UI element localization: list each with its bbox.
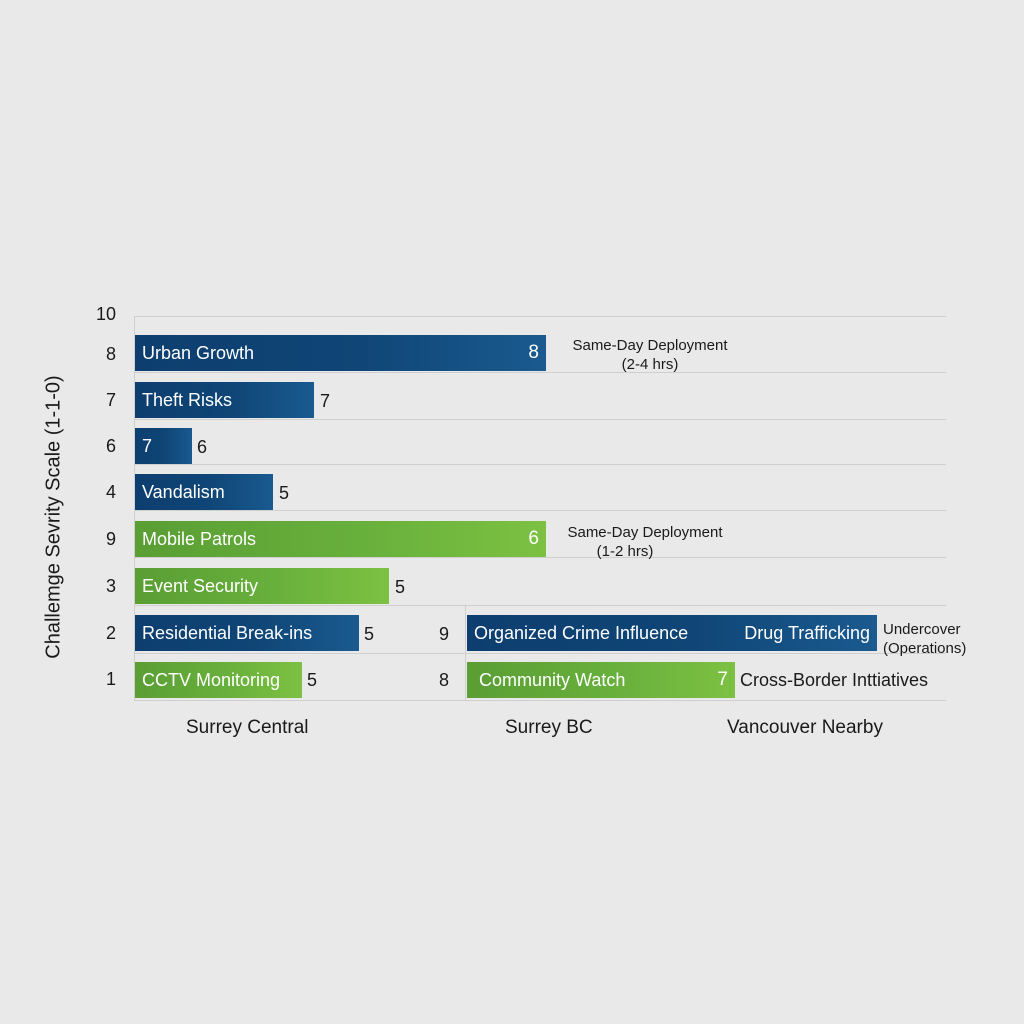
gridline — [134, 557, 946, 558]
y-tick: 7 — [105, 390, 116, 410]
bar-value: 5 — [364, 624, 375, 644]
y-tick: 3 — [105, 576, 116, 596]
bar-mobile-patrols[interactable]: Mobile Patrols 6 — [135, 521, 546, 557]
bar-secondary-label: Drug Trafficking — [744, 622, 870, 643]
gridline — [134, 605, 946, 606]
bar-label: Urban Growth — [142, 342, 255, 363]
bar-value: 5 — [307, 670, 318, 690]
annotation-line: Same-Day Deployment — [567, 524, 723, 541]
annotation-mobile-patrols: Same-Day Deployment (1-2 hrs) — [550, 523, 740, 561]
y-tick: 6 — [105, 436, 116, 456]
bar-organized-crime[interactable]: Organized Crime Influence Drug Trafficki… — [467, 615, 877, 651]
bar-value: 8 — [528, 342, 539, 363]
x-category: Vancouver Nearby — [727, 717, 883, 738]
annotation-community-watch: Cross-Border Inttiatives — [740, 670, 929, 690]
bar-label: Mobile Patrols — [142, 528, 257, 549]
y-tick: 9 — [105, 529, 116, 549]
bar-value: 6 — [528, 528, 539, 549]
bar-value: 9 — [439, 624, 450, 644]
bar-event-security[interactable]: Event Security — [135, 568, 389, 604]
gridline — [134, 419, 946, 420]
bar-value: 5 — [279, 483, 290, 503]
x-category: Surrey Central — [186, 717, 309, 738]
annotation-urban-growth: Same-Day Deployment (2-4 hrs) — [555, 336, 745, 374]
gridline — [134, 372, 946, 373]
gridline — [134, 316, 946, 317]
bar-value: 8 — [439, 670, 450, 690]
bar-residential-break-ins[interactable]: Residential Break-ins — [135, 615, 359, 651]
bar-label: 7 — [142, 435, 153, 456]
annotation-line: Undercover — [883, 621, 961, 638]
annotation-organized-crime: Undercover (Operations) — [883, 620, 966, 658]
y-axis-line — [134, 316, 135, 700]
bar-community-watch[interactable]: Community Watch 7 — [467, 662, 735, 698]
group-divider — [465, 606, 466, 700]
y-tick: 10 — [95, 304, 116, 324]
bar-vandalism[interactable]: Vandalism — [135, 474, 273, 510]
bar-row-6[interactable]: 7 — [135, 428, 192, 464]
bar-label: Event Security — [142, 575, 259, 596]
annotation-line: (2-4 hrs) — [621, 356, 679, 373]
bar-value: 7 — [717, 669, 728, 690]
bar-value: 5 — [395, 577, 406, 597]
bar-value: 6 — [197, 437, 208, 457]
annotation-line: (1-2 hrs) — [596, 543, 654, 560]
bar-label: Community Watch — [479, 669, 626, 690]
y-axis-label: Challemge Sevrity Scale (1-1-0) — [42, 375, 65, 659]
bar-value: 7 — [320, 391, 331, 411]
bar-label: CCTV Monitoring — [142, 669, 281, 690]
gridline — [134, 653, 946, 654]
gridline — [134, 510, 946, 511]
y-tick: 4 — [105, 482, 116, 502]
bar-cctv-monitoring[interactable]: CCTV Monitoring — [135, 662, 302, 698]
bar-label: Residential Break-ins — [142, 622, 313, 643]
bar-label: Organized Crime Influence — [474, 622, 689, 643]
y-tick: 2 — [105, 623, 116, 643]
bar-urban-growth[interactable]: Urban Growth 8 — [135, 335, 546, 371]
x-category: Surrey BC — [505, 717, 593, 738]
bar-label: Vandalism — [142, 481, 225, 502]
bar-theft-risks[interactable]: Theft Risks — [135, 382, 314, 418]
annotation-line: (Operations) — [883, 640, 967, 657]
gridline — [134, 464, 946, 465]
gridline — [134, 700, 946, 701]
y-tick: 8 — [105, 344, 116, 364]
y-tick: 1 — [105, 669, 116, 689]
bar-label: Theft Risks — [142, 389, 233, 410]
annotation-line: Same-Day Deployment — [572, 337, 728, 354]
